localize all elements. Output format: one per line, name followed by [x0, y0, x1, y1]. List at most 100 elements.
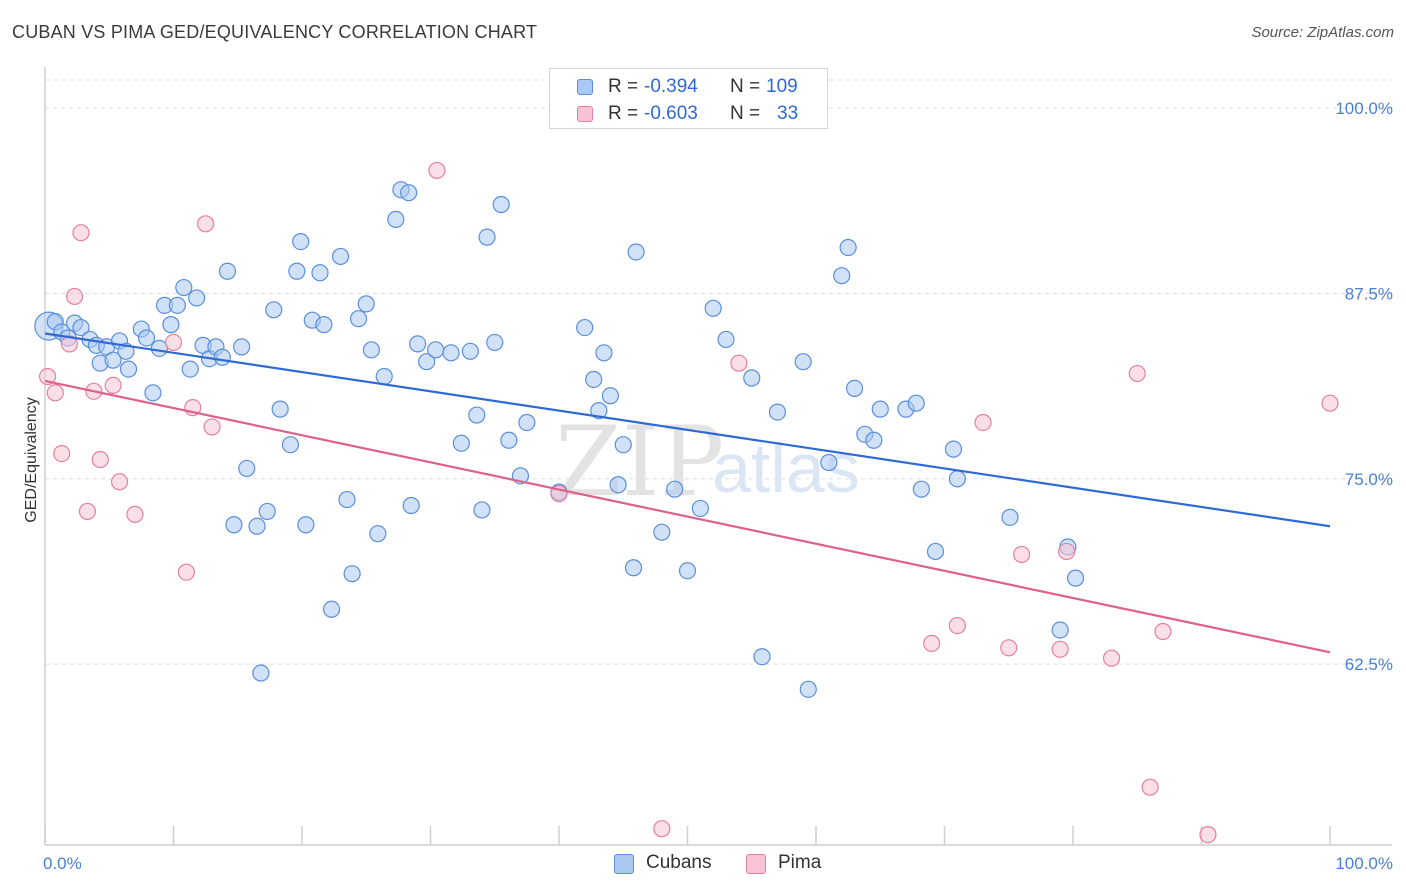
point-cubans: [691, 499, 709, 518]
point-pima: [948, 616, 966, 635]
legend-label-cubans: Cubans: [646, 852, 712, 873]
point-pima: [974, 413, 992, 432]
point-cubans: [717, 330, 735, 349]
point-cubans: [137, 329, 156, 347]
point-cubans: [144, 384, 162, 402]
watermark: ZIP atlas: [555, 406, 860, 518]
point-cubans: [162, 316, 180, 334]
stats-legend: R = -0.394 N = 109 R = -0.603 N = 33: [549, 68, 828, 129]
point-cubans: [213, 348, 231, 366]
point-pima: [730, 354, 748, 372]
point-pima: [46, 384, 64, 402]
point-cubans: [338, 490, 356, 509]
point-cubans: [478, 228, 496, 246]
point-cubans: [473, 501, 491, 519]
point-cubans: [948, 470, 966, 488]
point-pima: [65, 287, 84, 306]
trend-line-cubans: [44, 332, 1331, 528]
point-cubans: [265, 301, 283, 319]
point-cubans: [820, 453, 838, 472]
point-cubans: [311, 264, 329, 282]
point-pima: [203, 418, 221, 436]
legend-r-value: -0.603: [644, 103, 698, 124]
point-pima: [38, 367, 57, 386]
y-tick-labels: 100.0% 87.5% 75.0% 62.5%: [1335, 99, 1393, 674]
point-pima: [1000, 639, 1018, 657]
point-cubans: [375, 367, 393, 386]
scatter-points: [34, 161, 1339, 844]
point-cubans: [653, 523, 671, 541]
point-cubans: [281, 436, 300, 454]
point-cubans: [601, 387, 620, 405]
point-cubans: [72, 318, 90, 337]
point-cubans: [225, 516, 243, 534]
legend-swatch-cubans: [577, 79, 593, 95]
point-cubans: [119, 360, 138, 378]
chart-title: CUBAN VS PIMA GED/EQUIVALENCY CORRELATIO…: [12, 22, 538, 42]
point-cubans: [409, 335, 427, 353]
point-cubans: [492, 195, 510, 214]
point-cubans: [461, 342, 479, 360]
point-cubans: [402, 496, 420, 515]
point-cubans: [452, 434, 470, 452]
point-cubans: [238, 459, 256, 478]
point-cubans: [322, 600, 341, 618]
point-cubans: [442, 344, 460, 362]
point-pima: [1012, 545, 1031, 564]
point-cubans: [704, 299, 722, 317]
legend-n-label: N =: [730, 103, 761, 124]
source-credit: Source: ZipAtlas.com: [1251, 24, 1394, 41]
point-pima: [1051, 640, 1069, 658]
point-cubans: [400, 184, 418, 202]
point-cubans: [1066, 569, 1085, 587]
trend-lines: [44, 332, 1331, 654]
point-cubans: [590, 402, 608, 420]
point-cubans: [865, 431, 883, 449]
point-cubans: [1051, 621, 1069, 639]
point-cubans: [624, 559, 643, 577]
point-pima: [428, 161, 446, 180]
point-pima: [78, 502, 97, 521]
point-cubans: [427, 341, 445, 359]
point-cubans: [362, 341, 380, 359]
legend-swatch-pima: [746, 854, 766, 874]
point-cubans: [292, 232, 310, 251]
legend-row-cubans: R = -0.394 N = 109: [550, 73, 827, 101]
trend-line-pima: [44, 379, 1331, 654]
point-cubans: [926, 542, 945, 561]
point-cubans: [418, 353, 436, 371]
point-cubans: [518, 413, 536, 432]
y-tick-label: 87.5%: [1345, 284, 1393, 303]
legend-row-pima: R = -0.603 N = 33: [550, 100, 827, 128]
legend-swatch-pima: [577, 106, 593, 122]
point-cubans: [357, 295, 375, 313]
point-cubans: [181, 360, 199, 378]
point-pima: [1141, 778, 1159, 796]
point-cubans: [666, 480, 684, 498]
series-legend: Cubans Pima: [614, 851, 834, 877]
point-pima: [197, 215, 215, 233]
point-pima: [53, 445, 71, 463]
point-cubans: [258, 502, 276, 521]
point-pima: [1199, 826, 1217, 844]
point-cubans: [288, 262, 306, 280]
point-cubans: [252, 664, 270, 682]
point-cubans: [248, 517, 266, 535]
point-pima: [164, 333, 183, 352]
y-tick-label: 100.0%: [1335, 99, 1393, 118]
point-pima: [91, 450, 109, 469]
point-cubans: [369, 525, 387, 543]
point-cubans: [743, 369, 761, 387]
legend-n-value: 109: [766, 76, 798, 97]
point-cubans: [871, 400, 889, 418]
point-cubans: [768, 403, 787, 421]
point-cubans: [678, 562, 697, 580]
axes: [44, 67, 1392, 846]
point-cubans: [833, 267, 851, 285]
y-tick-label: 75.0%: [1345, 470, 1393, 489]
point-cubans: [912, 480, 930, 498]
point-pima: [1057, 542, 1076, 561]
point-cubans: [576, 318, 594, 337]
legend-r-value: -0.394: [644, 76, 698, 97]
